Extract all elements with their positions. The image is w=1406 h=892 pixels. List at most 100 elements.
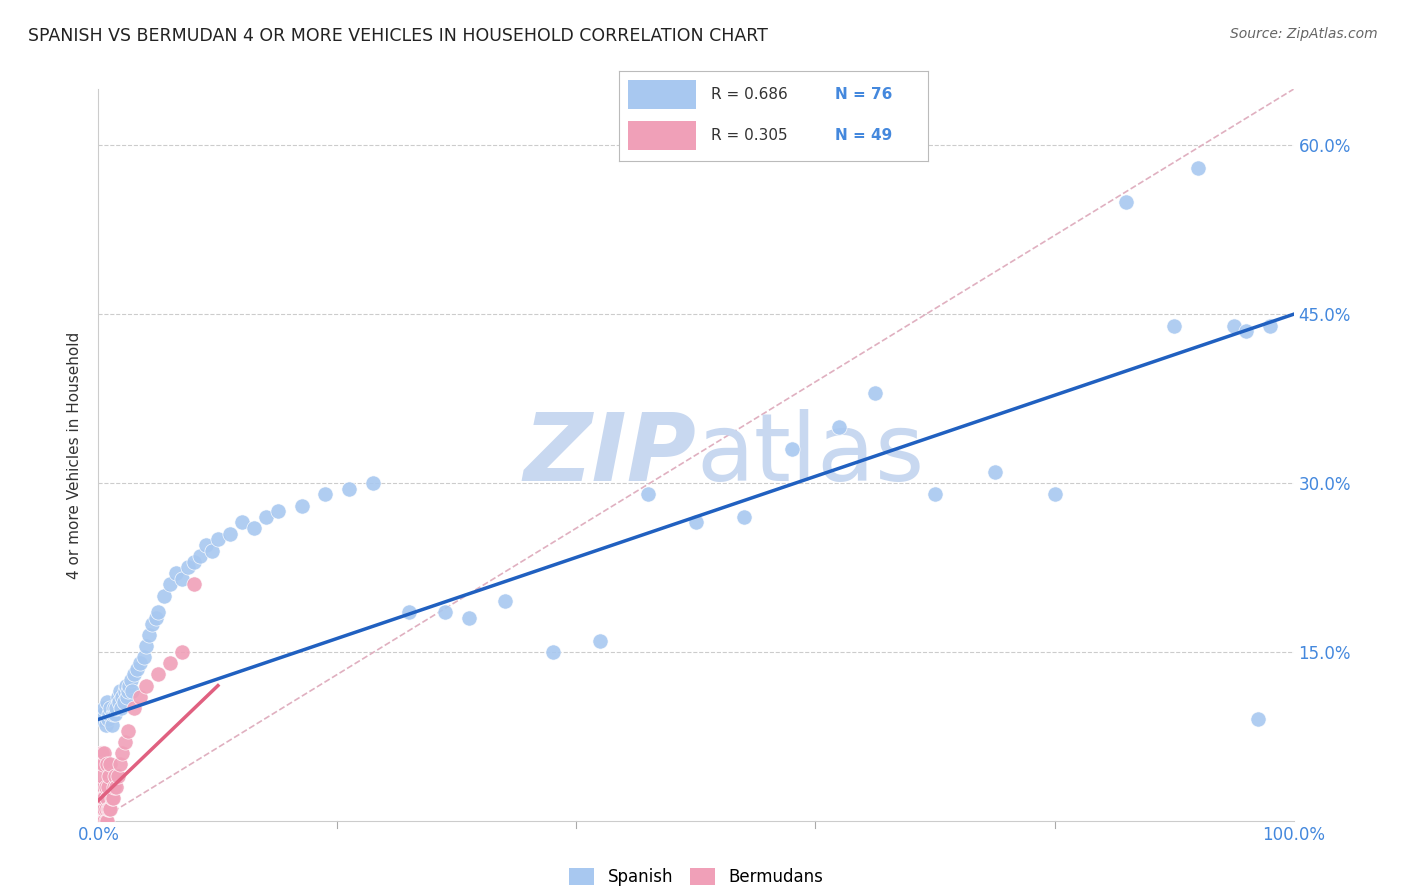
Point	[125, 662, 148, 676]
Point	[398, 606, 420, 620]
Point	[115, 679, 138, 693]
Point	[96, 791, 118, 805]
Point	[219, 526, 242, 541]
Bar	[628, 80, 696, 109]
Point	[117, 723, 139, 738]
Point	[108, 684, 131, 698]
Point	[98, 757, 122, 772]
Text: SPANISH VS BERMUDAN 4 OR MORE VEHICLES IN HOUSEHOLD CORRELATION CHART: SPANISH VS BERMUDAN 4 OR MORE VEHICLES I…	[28, 27, 768, 45]
Point	[458, 611, 481, 625]
Point	[107, 690, 129, 704]
Point	[94, 814, 117, 828]
Point	[93, 802, 115, 816]
Point	[291, 499, 314, 513]
Point	[96, 757, 118, 772]
Point	[93, 814, 115, 828]
Point	[91, 746, 114, 760]
Point	[89, 791, 111, 805]
Point	[105, 701, 128, 715]
Point	[863, 386, 887, 401]
Point	[120, 673, 142, 687]
Point	[91, 791, 114, 805]
Point	[111, 746, 134, 760]
Point	[1163, 318, 1185, 333]
Point	[494, 594, 516, 608]
Text: ZIP: ZIP	[523, 409, 696, 501]
Point	[201, 543, 224, 558]
Point	[165, 566, 187, 580]
Point	[91, 791, 114, 805]
Point	[97, 802, 120, 816]
Point	[1043, 487, 1066, 501]
Point	[93, 701, 115, 715]
Point	[105, 780, 128, 794]
Point	[91, 814, 114, 828]
Point	[984, 465, 1007, 479]
Y-axis label: 4 or more Vehicles in Household: 4 or more Vehicles in Household	[67, 331, 83, 579]
Point	[91, 712, 114, 726]
Point	[135, 639, 157, 653]
Point	[89, 814, 111, 828]
Point	[96, 696, 118, 710]
Point	[91, 814, 114, 828]
Point	[129, 690, 152, 704]
Point	[90, 780, 112, 794]
Point	[91, 769, 114, 783]
Point	[91, 757, 114, 772]
Point	[177, 560, 200, 574]
Point	[90, 802, 112, 816]
Point	[267, 504, 290, 518]
Point	[110, 701, 132, 715]
Point	[1258, 318, 1281, 333]
Text: R = 0.686: R = 0.686	[711, 87, 789, 102]
Point	[153, 589, 176, 603]
Point	[96, 814, 118, 828]
Point	[183, 555, 205, 569]
Bar	[628, 121, 696, 150]
Point	[115, 690, 138, 704]
Point	[433, 606, 456, 620]
Point	[780, 442, 803, 457]
Point	[98, 802, 121, 816]
Point	[243, 521, 266, 535]
Point	[101, 791, 124, 805]
Point	[89, 757, 111, 772]
Point	[135, 679, 157, 693]
Point	[124, 701, 146, 715]
Point	[637, 487, 659, 501]
Point	[733, 509, 755, 524]
Point	[103, 780, 125, 794]
Point	[1187, 161, 1209, 175]
Point	[685, 516, 707, 530]
Point	[159, 656, 181, 670]
Point	[145, 611, 167, 625]
Point	[117, 684, 139, 698]
Point	[98, 802, 122, 816]
Point	[541, 645, 564, 659]
Point	[138, 628, 160, 642]
Point	[172, 645, 194, 659]
Text: atlas: atlas	[696, 409, 924, 501]
Point	[121, 684, 143, 698]
Point	[97, 712, 120, 726]
Point	[98, 769, 121, 783]
Point	[254, 509, 277, 524]
Point	[183, 577, 205, 591]
Point	[104, 706, 127, 721]
Point	[363, 476, 385, 491]
Point	[111, 690, 134, 704]
Point	[103, 701, 125, 715]
Point	[112, 696, 135, 710]
Point	[159, 577, 181, 591]
Point	[108, 757, 131, 772]
Point	[90, 814, 112, 828]
Point	[107, 696, 129, 710]
Point	[315, 487, 337, 501]
Point	[339, 482, 360, 496]
Point	[207, 533, 229, 547]
Point	[90, 746, 112, 760]
Point	[148, 606, 170, 620]
Point	[148, 667, 170, 681]
Text: N = 49: N = 49	[835, 128, 893, 143]
Point	[1222, 318, 1246, 333]
